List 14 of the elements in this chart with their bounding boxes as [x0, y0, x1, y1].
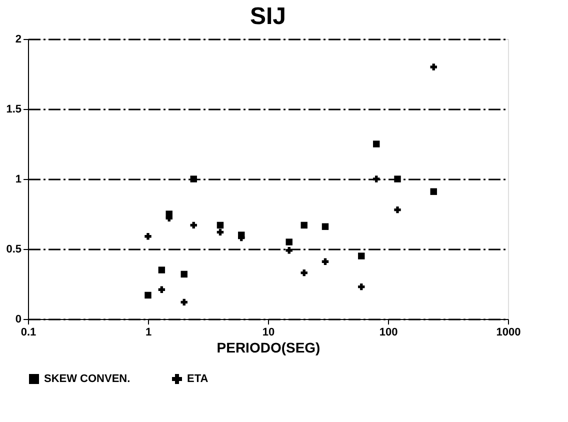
x-tick-label: 1000	[496, 326, 521, 338]
legend-label: ETA	[187, 373, 208, 385]
x-tick-label: 0.1	[20, 326, 36, 338]
y-tick-label: 0	[15, 314, 22, 326]
legend-label: SKEW CONVEN.	[44, 373, 130, 385]
y-tick-label: 0.5	[6, 244, 22, 256]
y-tick-label: 2	[15, 34, 22, 46]
x-tick-label: 100	[379, 326, 398, 338]
y-tick-label: 1	[15, 174, 22, 186]
x-tick-label: 1	[145, 326, 152, 338]
x-tick-label: 10	[262, 326, 275, 338]
chart-title: SIJ	[250, 3, 286, 30]
x-axis-title: PERIODO(SEG)	[216, 340, 320, 356]
y-tick-label: 1.5	[6, 104, 22, 116]
